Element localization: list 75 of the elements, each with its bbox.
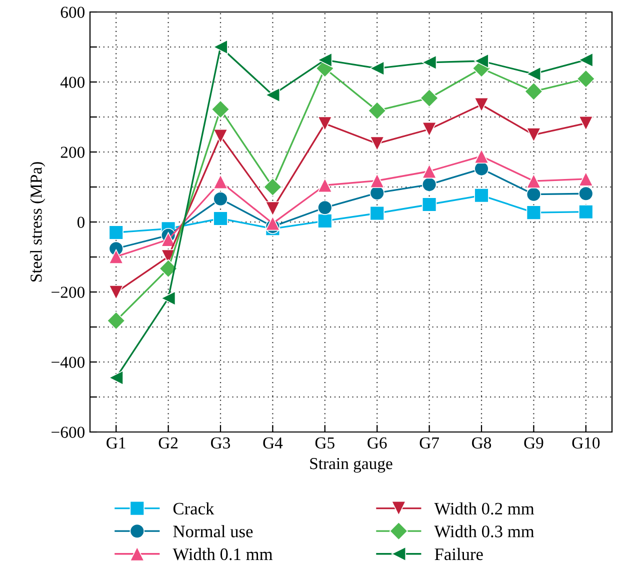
point bbox=[318, 200, 332, 216]
point bbox=[108, 225, 124, 240]
x-tick-label: G9 bbox=[524, 437, 544, 449]
legend-label: Crack bbox=[173, 502, 214, 515]
point bbox=[578, 172, 594, 186]
x-tick-label: G7 bbox=[420, 437, 440, 449]
x-tick-label: G1 bbox=[106, 437, 126, 449]
y-tick-label: −400 bbox=[52, 356, 85, 368]
point bbox=[526, 66, 542, 82]
point bbox=[108, 284, 124, 300]
y-tick-label: −200 bbox=[52, 286, 85, 298]
point bbox=[318, 178, 332, 193]
point bbox=[318, 214, 332, 228]
point bbox=[106, 311, 126, 330]
point bbox=[160, 232, 176, 247]
point bbox=[474, 97, 489, 112]
point bbox=[213, 211, 228, 226]
y-tick-label: 400 bbox=[60, 76, 85, 88]
point bbox=[368, 101, 386, 120]
point bbox=[263, 178, 282, 196]
point bbox=[108, 249, 124, 264]
point bbox=[526, 186, 542, 202]
point bbox=[578, 204, 594, 220]
legend-label: Width 0.3 mm bbox=[434, 525, 534, 538]
point bbox=[576, 70, 596, 88]
point bbox=[370, 173, 384, 188]
point bbox=[422, 55, 437, 70]
point bbox=[578, 116, 594, 131]
point bbox=[318, 52, 332, 68]
x-tick-label: G5 bbox=[315, 437, 334, 449]
point bbox=[213, 192, 228, 206]
point bbox=[265, 88, 280, 102]
point bbox=[370, 206, 384, 221]
point bbox=[474, 54, 489, 68]
point bbox=[211, 100, 230, 119]
point bbox=[420, 88, 439, 108]
legend-label: Failure bbox=[434, 548, 483, 560]
y-axis-title: Steel stress (MPa) bbox=[30, 162, 46, 282]
point bbox=[160, 290, 176, 306]
point bbox=[526, 205, 542, 220]
point bbox=[422, 197, 437, 212]
x-tick-label: G8 bbox=[472, 437, 492, 449]
point bbox=[213, 174, 228, 190]
point bbox=[526, 127, 542, 142]
point bbox=[213, 128, 228, 144]
point bbox=[526, 174, 542, 188]
legend-label: Width 0.2 mm bbox=[434, 502, 534, 515]
point bbox=[265, 216, 280, 231]
point bbox=[213, 40, 228, 54]
point bbox=[370, 60, 384, 76]
point bbox=[578, 186, 594, 202]
point bbox=[108, 370, 124, 386]
y-tick-label: 200 bbox=[60, 146, 85, 158]
x-tick-label: G2 bbox=[158, 437, 178, 449]
point bbox=[265, 201, 280, 216]
legend-label: Normal use bbox=[173, 525, 253, 538]
point bbox=[159, 259, 178, 278]
point bbox=[318, 116, 332, 132]
legend-label: Width 0.1 mm bbox=[172, 548, 273, 560]
point bbox=[422, 164, 437, 179]
y-tick-label: −600 bbox=[52, 426, 85, 438]
x-tick-label: G6 bbox=[368, 437, 387, 449]
y-tick-label: 0 bbox=[77, 216, 85, 228]
point bbox=[422, 122, 437, 137]
x-tick-label: G4 bbox=[263, 437, 283, 449]
x-tick-label: G10 bbox=[572, 437, 600, 449]
point bbox=[524, 82, 543, 101]
point bbox=[578, 52, 594, 68]
point bbox=[474, 188, 489, 203]
point bbox=[422, 177, 437, 192]
point bbox=[370, 136, 384, 151]
point bbox=[474, 148, 489, 164]
y-tick-label: 600 bbox=[60, 6, 85, 18]
x-axis-title: Strain gauge bbox=[310, 458, 392, 473]
x-tick-label: G3 bbox=[211, 437, 230, 449]
